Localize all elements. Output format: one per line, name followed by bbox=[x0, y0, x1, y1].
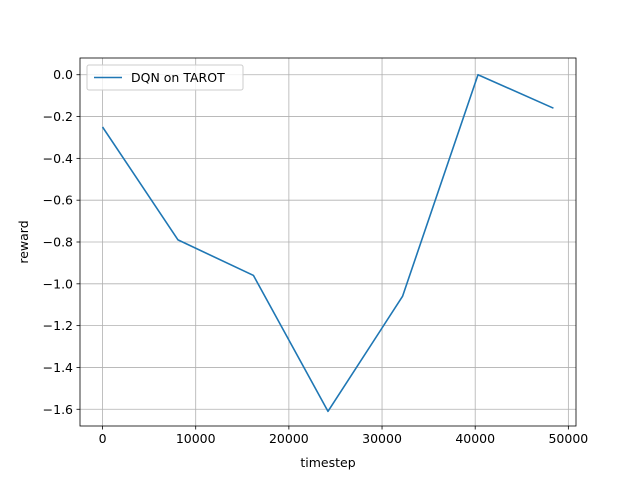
x-tick-label: 30000 bbox=[362, 431, 402, 446]
x-tick-label: 20000 bbox=[269, 431, 309, 446]
y-tick-label: −0.6 bbox=[43, 193, 73, 208]
legend-box bbox=[86, 64, 244, 91]
y-tick-label: −0.4 bbox=[43, 151, 73, 166]
legend: DQN on TAROT bbox=[86, 64, 244, 91]
y-tick-label: −0.2 bbox=[43, 109, 73, 124]
y-axis: −1.6 −1.4 −1.2 −1.0 −0.8 −0.6 −0.4 −0.2 0.0 bbox=[43, 67, 80, 417]
legend-label-dqn-on-tarot: DQN on TAROT bbox=[131, 70, 225, 85]
x-tick-label: 10000 bbox=[176, 431, 216, 446]
y-axis-title: reward bbox=[16, 220, 31, 263]
x-axis-title: timestep bbox=[300, 455, 355, 470]
y-tick-label: 0.0 bbox=[53, 67, 73, 82]
grid bbox=[80, 58, 576, 426]
x-tick-label: 40000 bbox=[455, 431, 495, 446]
series-layer bbox=[101, 73, 554, 413]
x-tick-label: 0 bbox=[99, 431, 107, 446]
y-tick-label: −1.4 bbox=[43, 360, 73, 375]
x-axis: 0 10000 20000 30000 40000 50000 bbox=[99, 426, 588, 446]
y-tick-label: −1.0 bbox=[43, 276, 73, 291]
y-tick-label: −1.2 bbox=[43, 318, 73, 333]
y-tick-label: −1.6 bbox=[43, 402, 73, 417]
y-tick-label: −0.8 bbox=[43, 235, 73, 250]
series-line-dqn-on-tarot bbox=[101, 73, 554, 413]
x-tick-label: 50000 bbox=[548, 431, 588, 446]
